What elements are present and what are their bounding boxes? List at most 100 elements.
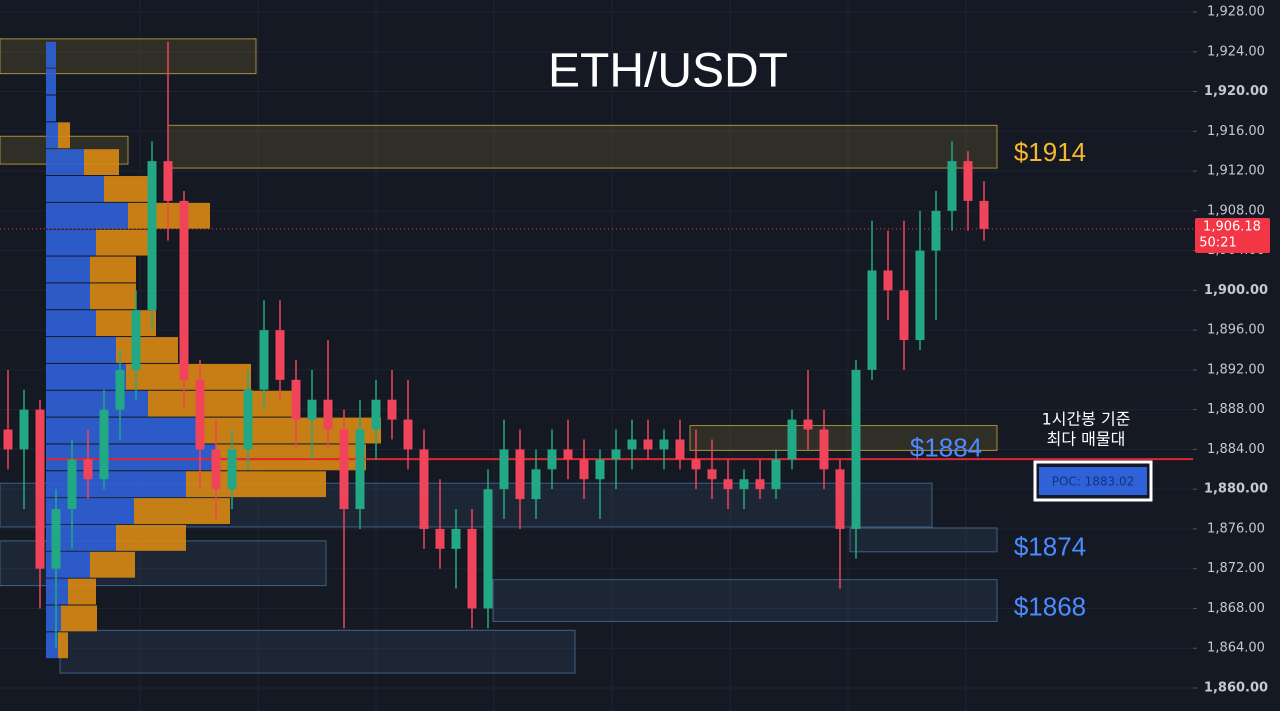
candle-body [195, 379, 205, 450]
candle-body [643, 439, 653, 450]
candle-body [115, 369, 125, 410]
candle-body [659, 439, 669, 450]
profile-buy [46, 176, 104, 202]
profile-buy [46, 256, 90, 283]
y-tick-label: 1,908.00 [1207, 203, 1265, 218]
candle-body [627, 439, 637, 450]
candle-body [259, 330, 269, 390]
y-tick-label: 1,928.00 [1207, 5, 1265, 20]
candle-body [211, 449, 221, 490]
candle-body [947, 161, 957, 211]
y-tick-label: 1,888.00 [1207, 402, 1265, 417]
candle-body [547, 449, 557, 470]
last-price-label: 1,906.18 [1203, 220, 1261, 235]
profile-buy [46, 417, 201, 444]
profile-sell [68, 578, 96, 605]
candle-body [419, 449, 429, 529]
candle-body [451, 528, 461, 549]
y-tick-label: 1,884.00 [1207, 442, 1265, 457]
profile-buy [46, 498, 134, 524]
candle-body [35, 409, 45, 569]
candle-body [19, 409, 29, 450]
candle-body [771, 459, 781, 490]
candle-body [371, 399, 381, 430]
chart-title: ETH/USDT [548, 45, 788, 98]
profile-sell [58, 632, 68, 659]
candle-body [611, 449, 621, 460]
level-label: $1914 [1014, 137, 1086, 167]
zone [59, 629, 576, 674]
profile-buy [46, 337, 116, 363]
candle-body [963, 161, 973, 201]
profile-buy [46, 283, 90, 310]
candle-body [899, 290, 909, 341]
y-tick-label: 1,868.00 [1207, 601, 1265, 616]
candle-body [67, 459, 77, 510]
profile-sell [186, 471, 326, 498]
y-tick-label: 1,896.00 [1207, 323, 1265, 338]
vertical-grid [139, 0, 967, 711]
candle-body [243, 389, 253, 450]
profile-sell [90, 256, 136, 283]
y-tick-label: 1,916.00 [1207, 124, 1265, 139]
profile-buy [46, 390, 148, 417]
candle-body [131, 310, 141, 370]
candle-body [483, 489, 493, 609]
candle-body [515, 449, 525, 500]
last-price-box [1195, 218, 1270, 253]
profile-sell [116, 524, 186, 551]
candle-body [499, 449, 509, 490]
poc-note: 최다 매물대 [1047, 430, 1126, 449]
zone [0, 38, 257, 75]
candle-body [51, 509, 61, 569]
poc-box [1039, 467, 1147, 495]
zone [167, 124, 998, 169]
y-tick-label: 1,872.00 [1207, 561, 1265, 576]
candle-body [803, 419, 813, 430]
profile-buy [46, 68, 56, 95]
candle-body [835, 469, 845, 529]
candle-body [147, 161, 157, 311]
candle-body [99, 409, 109, 480]
profile-sell [134, 498, 230, 524]
candle-body [435, 528, 445, 549]
candle-body [691, 459, 701, 470]
candle-body [867, 270, 877, 370]
candle-body [787, 419, 797, 460]
profile-buy [46, 41, 56, 68]
profile-buy [46, 471, 186, 498]
candle-body [403, 419, 413, 450]
profile-sell [201, 417, 381, 444]
zone [492, 579, 998, 622]
profile-buy [46, 310, 96, 337]
level-label: $1884 [910, 432, 982, 462]
candle-body [227, 449, 237, 490]
profile-sell [90, 551, 135, 578]
candle-body [755, 479, 765, 490]
candle-body [563, 449, 573, 460]
candle-body [675, 439, 685, 460]
profile-sell [61, 605, 97, 632]
candle-body [883, 270, 893, 291]
candle-body [579, 459, 589, 480]
profile-sell [90, 283, 136, 310]
candle-body [915, 250, 925, 341]
profile-sell [58, 122, 70, 149]
candle-body [467, 528, 477, 609]
y-tick-label: 1,920.00 [1204, 84, 1268, 99]
y-tick-label: 1,892.00 [1207, 362, 1265, 377]
candle-body [595, 459, 605, 480]
candle-body [339, 429, 349, 510]
candle-body [3, 429, 13, 450]
poc-frame [1033, 460, 1153, 502]
profile-buy [46, 605, 61, 632]
poc-label: POC: 1883.02 [1052, 475, 1135, 489]
candle-body [83, 459, 93, 480]
candle-body [819, 429, 829, 470]
candle-body [291, 379, 301, 420]
y-tick-label: 1,924.00 [1207, 44, 1265, 59]
poc-note: 1시간봉 기준 [1042, 410, 1131, 429]
y-tick-label: 1,864.00 [1207, 641, 1265, 656]
